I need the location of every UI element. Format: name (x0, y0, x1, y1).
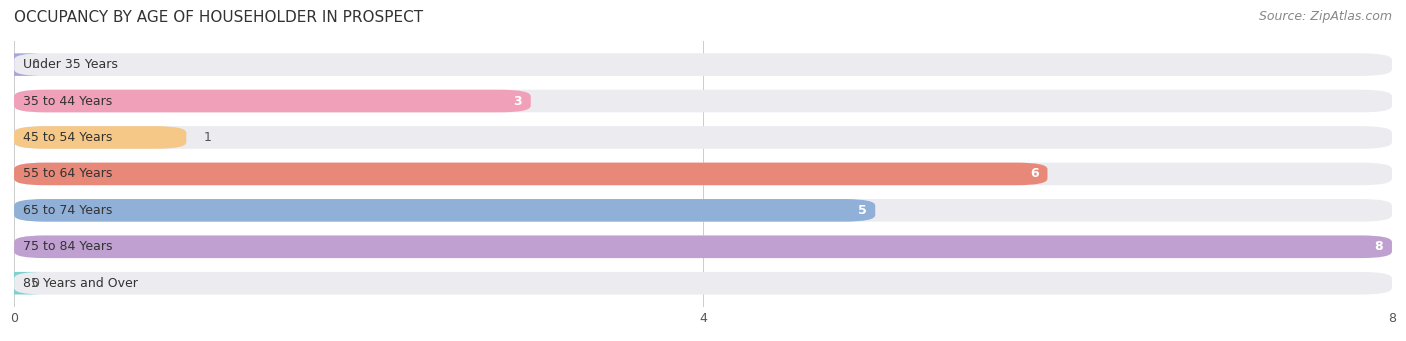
Text: Source: ZipAtlas.com: Source: ZipAtlas.com (1258, 10, 1392, 23)
Text: 75 to 84 Years: 75 to 84 Years (22, 240, 112, 253)
FancyBboxPatch shape (0, 272, 45, 295)
FancyBboxPatch shape (14, 163, 1047, 185)
FancyBboxPatch shape (14, 199, 875, 222)
Text: 35 to 44 Years: 35 to 44 Years (22, 94, 112, 107)
FancyBboxPatch shape (14, 236, 1392, 258)
Text: 55 to 64 Years: 55 to 64 Years (22, 167, 112, 180)
FancyBboxPatch shape (14, 126, 186, 149)
Text: 5: 5 (858, 204, 866, 217)
Text: OCCUPANCY BY AGE OF HOUSEHOLDER IN PROSPECT: OCCUPANCY BY AGE OF HOUSEHOLDER IN PROSP… (14, 10, 423, 25)
Text: 65 to 74 Years: 65 to 74 Years (22, 204, 112, 217)
Text: 1: 1 (204, 131, 211, 144)
Text: Under 35 Years: Under 35 Years (22, 58, 118, 71)
FancyBboxPatch shape (14, 90, 1392, 112)
Text: 85 Years and Over: 85 Years and Over (22, 277, 138, 290)
Text: 3: 3 (513, 94, 522, 107)
Text: 0: 0 (31, 277, 39, 290)
FancyBboxPatch shape (14, 53, 1392, 76)
FancyBboxPatch shape (14, 163, 1392, 185)
FancyBboxPatch shape (0, 53, 45, 76)
FancyBboxPatch shape (14, 199, 1392, 222)
FancyBboxPatch shape (14, 236, 1392, 258)
Text: 8: 8 (1375, 240, 1384, 253)
Text: 45 to 54 Years: 45 to 54 Years (22, 131, 112, 144)
FancyBboxPatch shape (14, 126, 1392, 149)
Text: 6: 6 (1031, 167, 1039, 180)
Text: 0: 0 (31, 58, 39, 71)
FancyBboxPatch shape (14, 90, 531, 112)
FancyBboxPatch shape (14, 272, 1392, 295)
